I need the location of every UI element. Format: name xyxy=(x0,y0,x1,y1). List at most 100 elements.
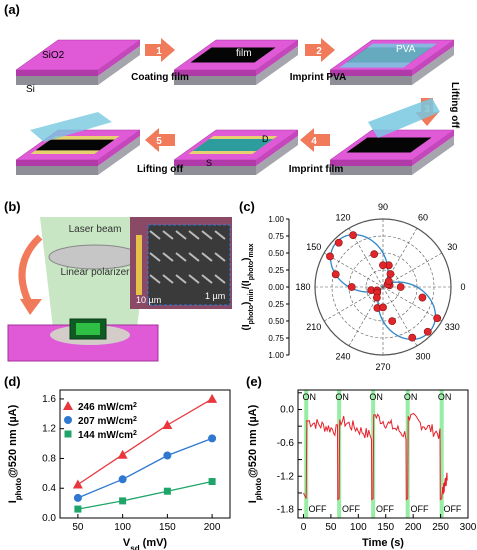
data-point xyxy=(331,270,340,279)
panel-e-label: (e) xyxy=(246,374,262,389)
legend-label: 144 mW/cm2 xyxy=(78,430,137,442)
step-number: 2 xyxy=(316,46,322,57)
block-lifted xyxy=(329,98,455,175)
legend-label-part: 246 mW/cm xyxy=(78,402,133,413)
step-5-arrow: 5 xyxy=(145,128,175,152)
step-4-label: Imprint film xyxy=(289,164,344,175)
legend-label: 207 mW/cm2 xyxy=(78,416,137,428)
marker-square xyxy=(208,478,216,486)
on-label: ON xyxy=(438,392,452,402)
block-si-side xyxy=(256,46,298,85)
angle-tick-label: 240 xyxy=(335,351,350,361)
data-point xyxy=(379,303,387,312)
r-tick-label: 0.00 xyxy=(268,283,284,292)
chart-d-line: (d) 50 100 150 200 0.0 0.4 0.8 1.2 1.6 Vsd (mV) Ip… xyxy=(4,374,231,550)
step-number: 5 xyxy=(156,136,162,147)
lifted-pva xyxy=(368,98,440,138)
marker-triangle xyxy=(207,393,218,403)
polar-spoke xyxy=(382,286,443,322)
step-2-label: Imprint PVA xyxy=(290,72,346,83)
sem-flake xyxy=(149,252,161,262)
block-film xyxy=(173,39,299,85)
sem-flake xyxy=(162,274,174,284)
y-axis-title-part: @520 nm (µA) xyxy=(247,404,259,478)
sem-flake xyxy=(188,230,200,240)
y-axis-title: Iphoto@520 nm (µA) xyxy=(7,404,23,503)
x-axis-title-part: (mV) xyxy=(140,537,168,549)
block-final xyxy=(15,112,141,175)
legend-label-part: 144 mW/cm xyxy=(78,430,133,441)
block-si-front xyxy=(330,76,412,85)
series-line-1 xyxy=(77,437,213,499)
marker-circle xyxy=(163,451,172,460)
block-sio2-side xyxy=(412,40,454,76)
angle-tick-label: 330 xyxy=(445,322,460,332)
sem-flake xyxy=(214,230,226,240)
lifted-pva xyxy=(30,112,112,142)
off-label: OFF xyxy=(376,504,394,514)
step-3-label: Lifting off xyxy=(449,82,460,129)
block-sio2-front xyxy=(16,70,98,76)
sem-flake xyxy=(201,274,213,284)
angle-tick-label: 30 xyxy=(447,242,457,252)
block-si-side xyxy=(98,46,140,85)
x-tick-label: 200 xyxy=(405,522,422,533)
r-tick-label: 0.75 xyxy=(268,334,284,343)
x-tick-label: 200 xyxy=(204,522,221,533)
data-point xyxy=(334,238,343,247)
block-imprinted xyxy=(173,129,299,175)
block-sio2-front xyxy=(330,70,412,76)
x-axis-title-part: sd xyxy=(130,544,139,550)
plot-frame xyxy=(59,389,231,519)
sem-flake xyxy=(149,274,161,284)
data-point xyxy=(326,252,334,261)
film-layer xyxy=(190,47,276,63)
polarizer xyxy=(48,244,142,270)
legend-label-part: 2 xyxy=(133,402,137,409)
block-sio2-side xyxy=(98,130,140,166)
r-tick-label: 0.25 xyxy=(268,266,284,275)
marker-circle xyxy=(208,434,217,443)
label-source: S xyxy=(206,158,212,168)
step-number: 4 xyxy=(311,136,317,147)
rotation-arrow-head xyxy=(20,299,42,315)
series-line-0 xyxy=(77,398,213,486)
y-axis-title-part: @520 nm (µA) xyxy=(7,404,19,478)
data-point xyxy=(384,277,393,286)
block-substrate xyxy=(15,39,141,85)
x-tick-label: 150 xyxy=(377,522,394,533)
legend-label-part: 2 xyxy=(133,430,137,437)
step-arrow-shape xyxy=(300,128,330,152)
marker-circle xyxy=(118,475,127,484)
label-drain: D xyxy=(262,134,269,144)
x-tick-label: 250 xyxy=(432,522,449,533)
sem-flake xyxy=(175,274,187,284)
step-arrow-shape xyxy=(145,128,175,152)
x-tick-label: 100 xyxy=(350,522,367,533)
photocurrent-trace xyxy=(303,412,448,501)
polar-spoke xyxy=(382,252,443,288)
data-point xyxy=(379,261,387,270)
r-axis-title-part: photo xyxy=(248,261,255,280)
panel-b-setup-illustration: (b) Laser beam Linear polarizer 10 µm 1 µm xyxy=(4,199,232,362)
data-point xyxy=(388,317,397,326)
y-tick-label: 0.4 xyxy=(42,483,56,494)
series-line-2 xyxy=(77,480,213,510)
label-si: Si xyxy=(26,84,35,95)
angle-tick-label: 210 xyxy=(306,322,321,332)
data-point xyxy=(386,270,395,278)
data-point xyxy=(349,231,357,240)
data-point xyxy=(347,283,356,291)
on-label: ON xyxy=(369,392,383,402)
device-film xyxy=(76,323,100,335)
plot-frame xyxy=(297,389,469,519)
step-4-arrow: 4 xyxy=(300,128,330,152)
legend-marker xyxy=(64,416,72,424)
y-axis-title-part: photo xyxy=(14,478,23,500)
marker-triangle xyxy=(162,419,173,429)
marker-square xyxy=(119,497,127,505)
r-axis-title-part: max xyxy=(248,243,255,257)
block-si-front xyxy=(174,166,256,175)
data-point xyxy=(418,293,427,302)
data-point xyxy=(423,327,432,336)
